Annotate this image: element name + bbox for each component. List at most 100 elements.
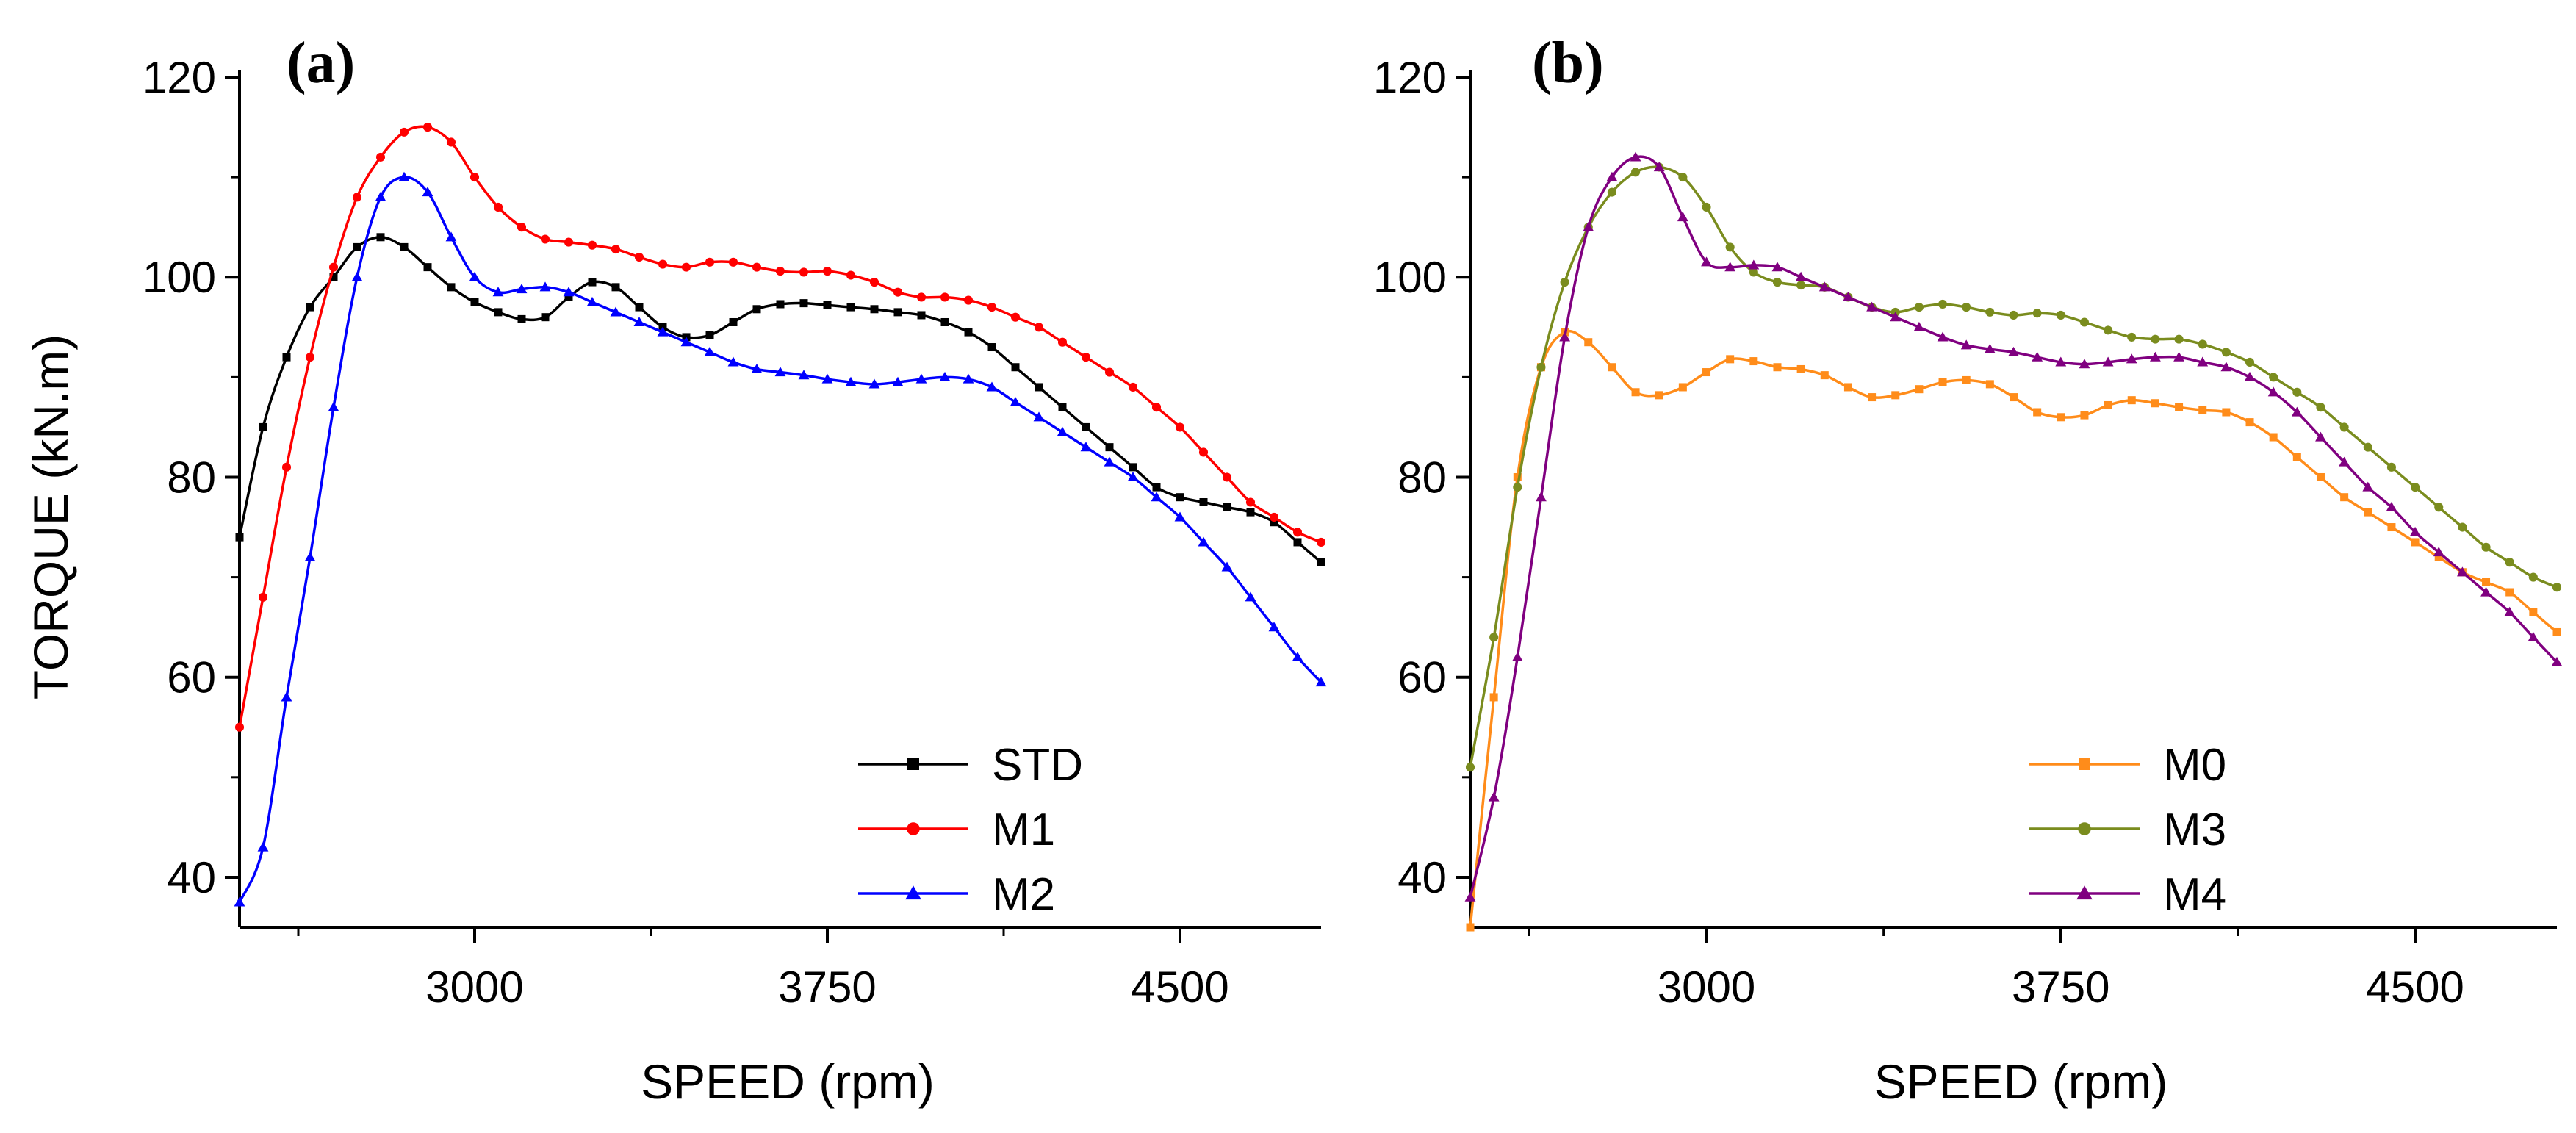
data-point	[469, 173, 480, 182]
data-point	[2079, 359, 2090, 369]
data-point	[2552, 627, 2561, 636]
data-point	[1488, 791, 1500, 802]
data-point	[917, 311, 926, 320]
data-point	[2387, 523, 2396, 532]
x-axis-title: SPEED (rpm)	[1874, 1054, 2168, 1109]
data-point	[1677, 212, 1688, 222]
data-point	[964, 328, 973, 337]
data-point	[1984, 343, 1996, 353]
data-point	[1631, 168, 1641, 177]
data-point	[563, 287, 575, 297]
series-m4	[1464, 151, 2563, 902]
data-point	[306, 303, 314, 312]
legend-marker	[2076, 885, 2093, 900]
data-point	[1559, 331, 1571, 342]
data-point	[1607, 187, 1616, 197]
data-point	[1938, 378, 1947, 386]
data-point	[963, 295, 974, 305]
data-point	[1080, 442, 1092, 452]
data-point	[915, 373, 927, 384]
data-point	[2056, 310, 2065, 320]
data-point	[2481, 542, 2491, 552]
data-point	[2528, 631, 2539, 641]
data-point	[305, 353, 315, 362]
data-point	[1223, 503, 1231, 511]
data-point	[2220, 362, 2232, 372]
data-point	[940, 317, 949, 326]
data-point	[987, 343, 996, 352]
data-point	[1198, 536, 1209, 547]
data-point	[2505, 558, 2514, 567]
data-point	[1773, 363, 1782, 372]
data-point	[422, 187, 433, 197]
data-point	[1104, 367, 1115, 377]
data-point	[282, 353, 291, 362]
data-point	[1246, 508, 1255, 517]
data-point	[2551, 656, 2563, 666]
data-point	[469, 271, 481, 281]
data-point	[2269, 433, 2278, 442]
data-point	[2529, 608, 2538, 616]
data-point	[751, 364, 763, 374]
y-tick-label: 40	[167, 853, 216, 902]
data-point	[281, 462, 292, 472]
data-point	[516, 284, 528, 294]
data-point	[2482, 578, 2491, 586]
x-tick-label: 3000	[1658, 963, 1755, 1012]
data-point	[564, 237, 574, 247]
data-point	[1583, 221, 1594, 231]
data-point	[2363, 442, 2372, 452]
data-point	[541, 313, 550, 322]
data-point	[2127, 332, 2137, 342]
y-tick-label: 120	[143, 53, 216, 102]
series-line	[238, 176, 1323, 903]
data-point	[846, 270, 856, 280]
data-point	[2316, 472, 2325, 481]
data-point	[1222, 472, 1232, 482]
data-point	[1843, 383, 1852, 392]
data-point	[1127, 472, 1139, 482]
data-point	[823, 301, 832, 309]
legend-entry-m4: M4	[2029, 869, 2226, 920]
legend-marker	[907, 758, 919, 770]
data-point	[2411, 538, 2420, 547]
data-point	[729, 317, 738, 326]
data-point	[775, 267, 785, 276]
series-m2	[234, 171, 1327, 907]
data-point	[1081, 353, 1091, 362]
data-point	[1513, 483, 1522, 492]
data-point	[494, 308, 503, 317]
data-point	[376, 233, 385, 242]
legend-entry-std: STD	[858, 740, 1083, 791]
legend-label: M1	[992, 805, 1055, 855]
data-point	[445, 231, 457, 242]
data-point	[1796, 281, 1806, 290]
data-point	[2174, 334, 2184, 344]
data-point	[870, 305, 879, 314]
data-point	[2245, 357, 2255, 367]
data-point	[1678, 173, 1688, 182]
data-point	[1489, 693, 1498, 702]
data-point	[1771, 262, 1783, 272]
data-point	[1010, 312, 1021, 322]
data-point	[1315, 677, 1327, 687]
legend-label: STD	[992, 740, 1083, 791]
data-point	[1536, 492, 1547, 502]
data-point	[727, 356, 739, 367]
data-point	[398, 171, 410, 181]
data-point	[2173, 351, 2184, 362]
data-point	[1058, 403, 1067, 411]
data-point	[2102, 356, 2114, 367]
x-tick-label: 4500	[1131, 963, 1228, 1012]
data-point	[1606, 171, 1618, 181]
data-point	[2292, 453, 2301, 461]
data-point	[2434, 553, 2443, 561]
data-point	[1245, 591, 1256, 602]
data-point	[2340, 493, 2349, 502]
legend-entry-m0: M0	[2029, 740, 2226, 791]
series-m0	[1466, 328, 2561, 932]
y-tick-label: 100	[143, 253, 216, 302]
series-line	[238, 125, 1322, 728]
data-point	[351, 271, 363, 281]
x-tick-label: 3750	[778, 963, 876, 1012]
